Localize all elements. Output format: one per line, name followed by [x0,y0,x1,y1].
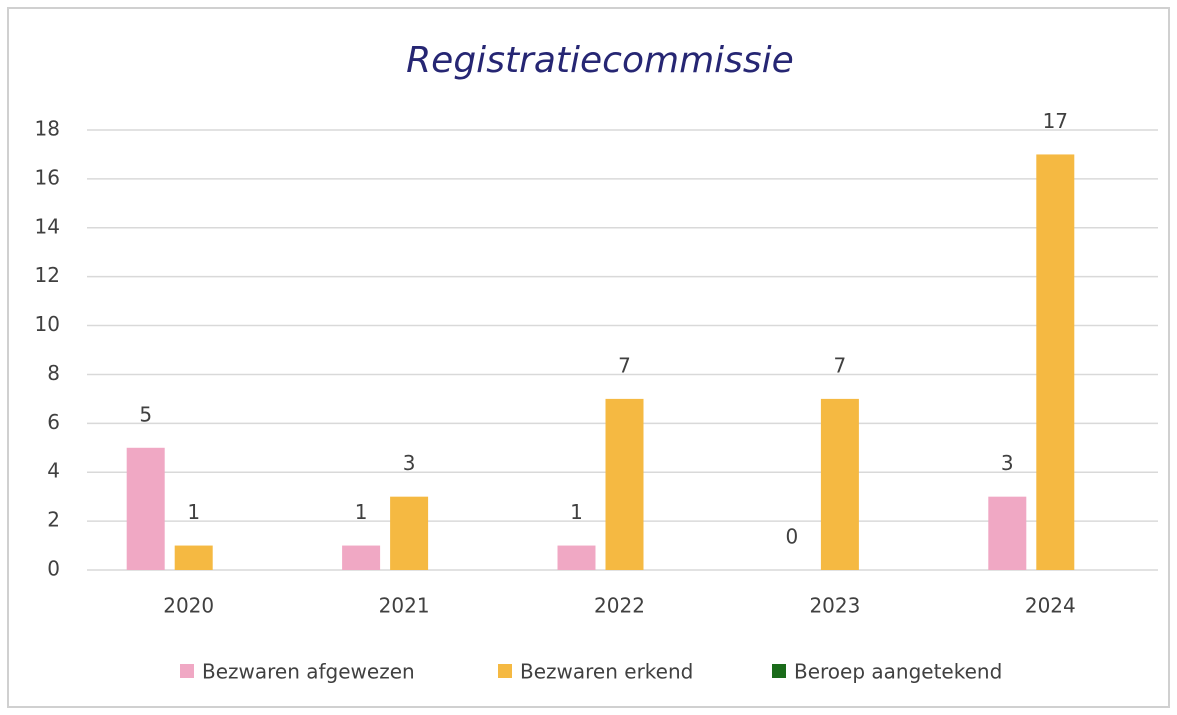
legend-label: Bezwaren afgewezen [202,660,415,684]
x-tick-label: 2023 [809,594,860,618]
x-tick-label: 2024 [1025,594,1076,618]
data-label: 1 [355,500,368,524]
data-label: 1 [570,500,583,524]
y-tick-label: 16 [35,165,60,189]
y-tick-label: 14 [35,214,60,238]
chart-border [7,7,1170,708]
data-label: 1 [187,500,200,524]
data-label: 17 [1043,109,1068,133]
x-tick-label: 2022 [594,594,645,618]
legend-label: Bezwaren erkend [520,660,693,684]
data-label: 5 [139,402,152,426]
legend-swatch [498,664,512,678]
bar [820,398,859,570]
data-label: 7 [834,353,847,377]
bar [174,545,213,570]
bar [1036,154,1075,570]
bar [988,496,1027,570]
bar [126,447,165,570]
y-tick-label: 18 [35,117,60,141]
y-tick-label: 4 [47,459,60,483]
y-tick-label: 12 [35,263,60,287]
bar [557,545,596,570]
bar [390,496,429,570]
legend-swatch [772,664,786,678]
y-tick-label: 8 [47,361,60,385]
legend-swatch [180,664,194,678]
chart-title: Registratiecommissie [406,40,794,81]
y-tick-label: 10 [35,312,60,336]
bar [342,545,381,570]
x-tick-label: 2021 [379,594,430,618]
legend-label: Beroep aangetekend [794,660,1002,684]
data-label: 3 [403,451,416,475]
data-label: 3 [1001,451,1014,475]
y-tick-label: 2 [47,508,60,532]
x-tick-label: 2020 [163,594,214,618]
y-tick-label: 0 [47,557,60,581]
data-label: 0 [786,525,799,549]
y-tick-label: 6 [47,410,60,434]
data-label: 7 [618,353,631,377]
bar [605,398,644,570]
